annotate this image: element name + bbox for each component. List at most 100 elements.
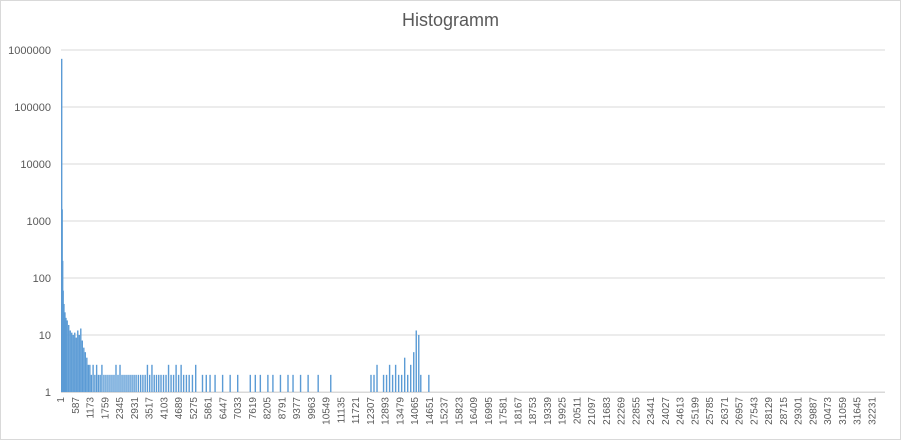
histogram-bar [376,364,378,392]
x-tick-label: 16995 [484,397,495,425]
x-tick-label: 32231 [867,397,878,425]
histogram-bar [115,364,117,392]
x-tick-label: 12307 [366,397,377,425]
histogram-bar [172,374,175,392]
x-tick-label: 28129 [764,397,775,425]
histogram-bar [74,332,76,392]
histogram-bar [254,374,257,392]
x-tick-label: 29301 [794,397,805,425]
histogram-bar [84,352,87,392]
x-tick-label: 18167 [513,397,524,425]
histogram-bar [292,374,294,392]
x-tick-label: 20511 [572,397,583,425]
histogram-bar [121,374,123,392]
x-tick-label: 26957 [735,397,746,425]
x-tick-label: 31059 [838,397,849,425]
x-tick-label: 24027 [661,397,672,425]
x-tick-label: 26371 [720,397,731,425]
histogram-bar [388,364,391,392]
x-tick-label: 11721 [351,397,362,425]
histogram-bar [127,374,129,392]
x-tick-label: 5861 [204,397,215,420]
x-tick-label: 1759 [100,397,111,420]
histogram-bar [391,374,394,392]
histogram-bar [75,337,77,392]
histogram-bar [68,324,70,392]
x-tick-label: 4103 [159,397,170,420]
histogram-bar [80,328,82,392]
histogram-bar [420,374,422,392]
x-tick-label: 19925 [558,397,569,425]
y-axis: 1 10 100 1000 10000 100000 1000000 [8,45,51,399]
histogram-bar [105,374,107,392]
x-tick-label: 25199 [690,397,701,425]
x-tick-label: 2345 [115,397,126,420]
histogram-bar [382,374,385,392]
histogram-bar [62,290,64,392]
histogram-bar [142,374,144,392]
y-tick-label: 10 [39,330,51,342]
histogram-bar [90,374,93,392]
x-tick-label: 19339 [543,397,554,425]
x-tick-label: 15237 [440,397,451,425]
x-tick-label: 31645 [853,397,864,425]
histogram-bar [86,357,88,392]
x-tick-label: 24613 [676,397,687,425]
histogram-bar [148,374,151,392]
x-tick-label: 15823 [454,397,465,425]
histogram-bar [214,374,216,392]
histogram-bar [155,374,158,392]
y-tick-label: 1 [45,387,51,399]
histogram-bar [65,317,67,392]
histogram-bar [97,374,100,392]
histogram-bar [78,335,80,392]
histogram-bar [113,374,115,392]
x-tick-label: 7619 [248,397,259,420]
histogram-bar [415,330,417,392]
histogram-bar [66,320,68,392]
x-tick-label: 13479 [395,397,406,425]
histogram-bar [287,374,289,392]
gridlines [61,49,885,393]
x-tick-label: 8791 [277,397,288,420]
histogram-bar [133,374,135,392]
bars [61,58,430,393]
histogram-bar [87,364,90,392]
histogram-bar [151,364,153,392]
histogram-bar [92,364,94,392]
histogram-bar [299,374,302,392]
histogram-bar [109,374,111,392]
histogram-bar [170,374,172,392]
histogram-bar [185,374,188,392]
histogram-bar [89,364,91,392]
histogram-bar [418,335,420,392]
histogram-bar [101,364,103,392]
histogram-bar [403,357,406,392]
histogram-bar [259,374,262,392]
y-tick-label: 10000 [20,159,51,171]
histogram-bar [72,335,74,392]
y-tick-label: 1000000 [8,45,51,57]
histogram-bar [144,374,146,392]
histogram-bar [162,374,165,392]
histogram-bar [125,374,127,392]
histogram-bar [99,374,101,392]
x-tick-label: 9377 [292,397,303,420]
histogram-bar [131,374,133,392]
histogram-bar [119,364,121,392]
x-tick-label: 14065 [410,397,421,425]
histogram-bar [83,347,85,392]
histogram-bar [413,352,415,392]
histogram-bar [69,330,71,392]
x-tick-label: 6447 [218,397,229,420]
x-tick-label: 7033 [233,397,244,420]
y-tick-label: 100000 [14,102,51,114]
x-tick-label: 23441 [646,397,657,425]
histogram-bar [175,364,177,392]
x-tick-label: 30473 [823,397,834,425]
histogram-bar [160,374,162,392]
x-tick-label: 3517 [145,397,156,420]
histogram-bar [182,374,185,392]
